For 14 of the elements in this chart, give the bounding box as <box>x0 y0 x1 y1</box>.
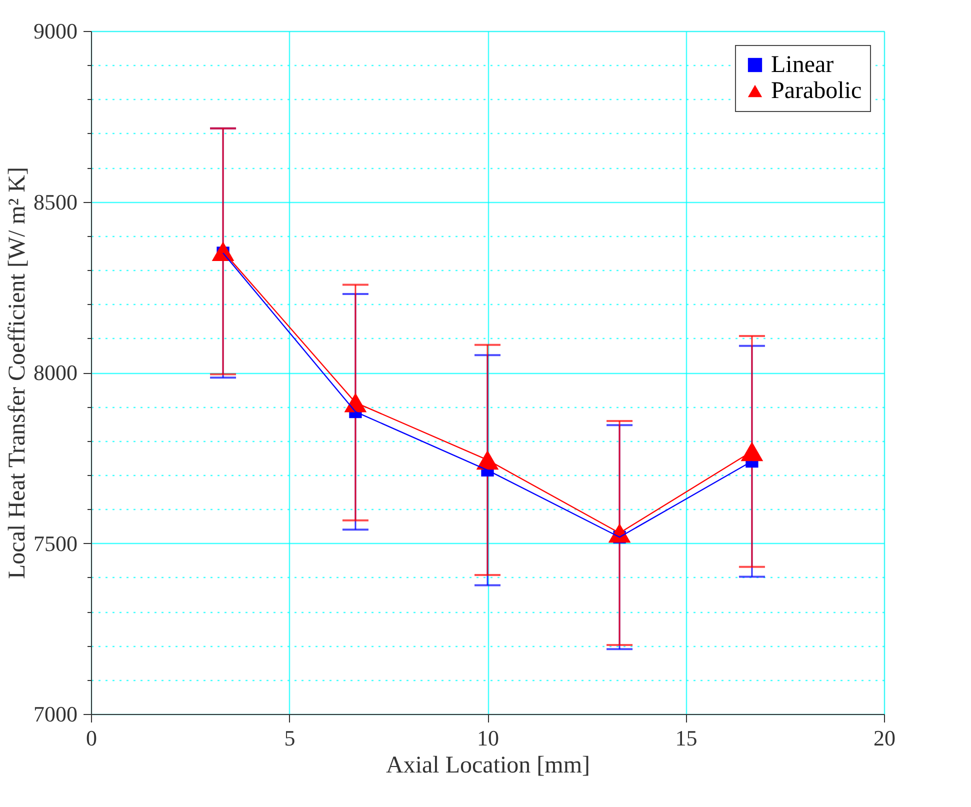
x-tick-label: 5 <box>284 726 296 750</box>
y-tick-label: 8500 <box>34 189 78 214</box>
y-tick-label: 9000 <box>34 18 78 44</box>
x-tick-label: 15 <box>675 726 698 750</box>
x-tick-label: 0 <box>86 726 97 750</box>
y-axis-title: Local Heat Transfer Coefficient [W/ m² K] <box>4 167 30 579</box>
y-tick-label: 7000 <box>34 702 78 726</box>
legend-label: Parabolic <box>771 78 862 104</box>
legend-label: Linear <box>771 52 834 78</box>
x-tick-label: 20 <box>874 726 896 750</box>
x-tick-label: 10 <box>477 726 499 750</box>
x-axis-title: Axial Location [mm] <box>386 752 590 778</box>
y-tick-label: 8000 <box>34 360 78 385</box>
y-tick-label: 7500 <box>34 530 78 556</box>
